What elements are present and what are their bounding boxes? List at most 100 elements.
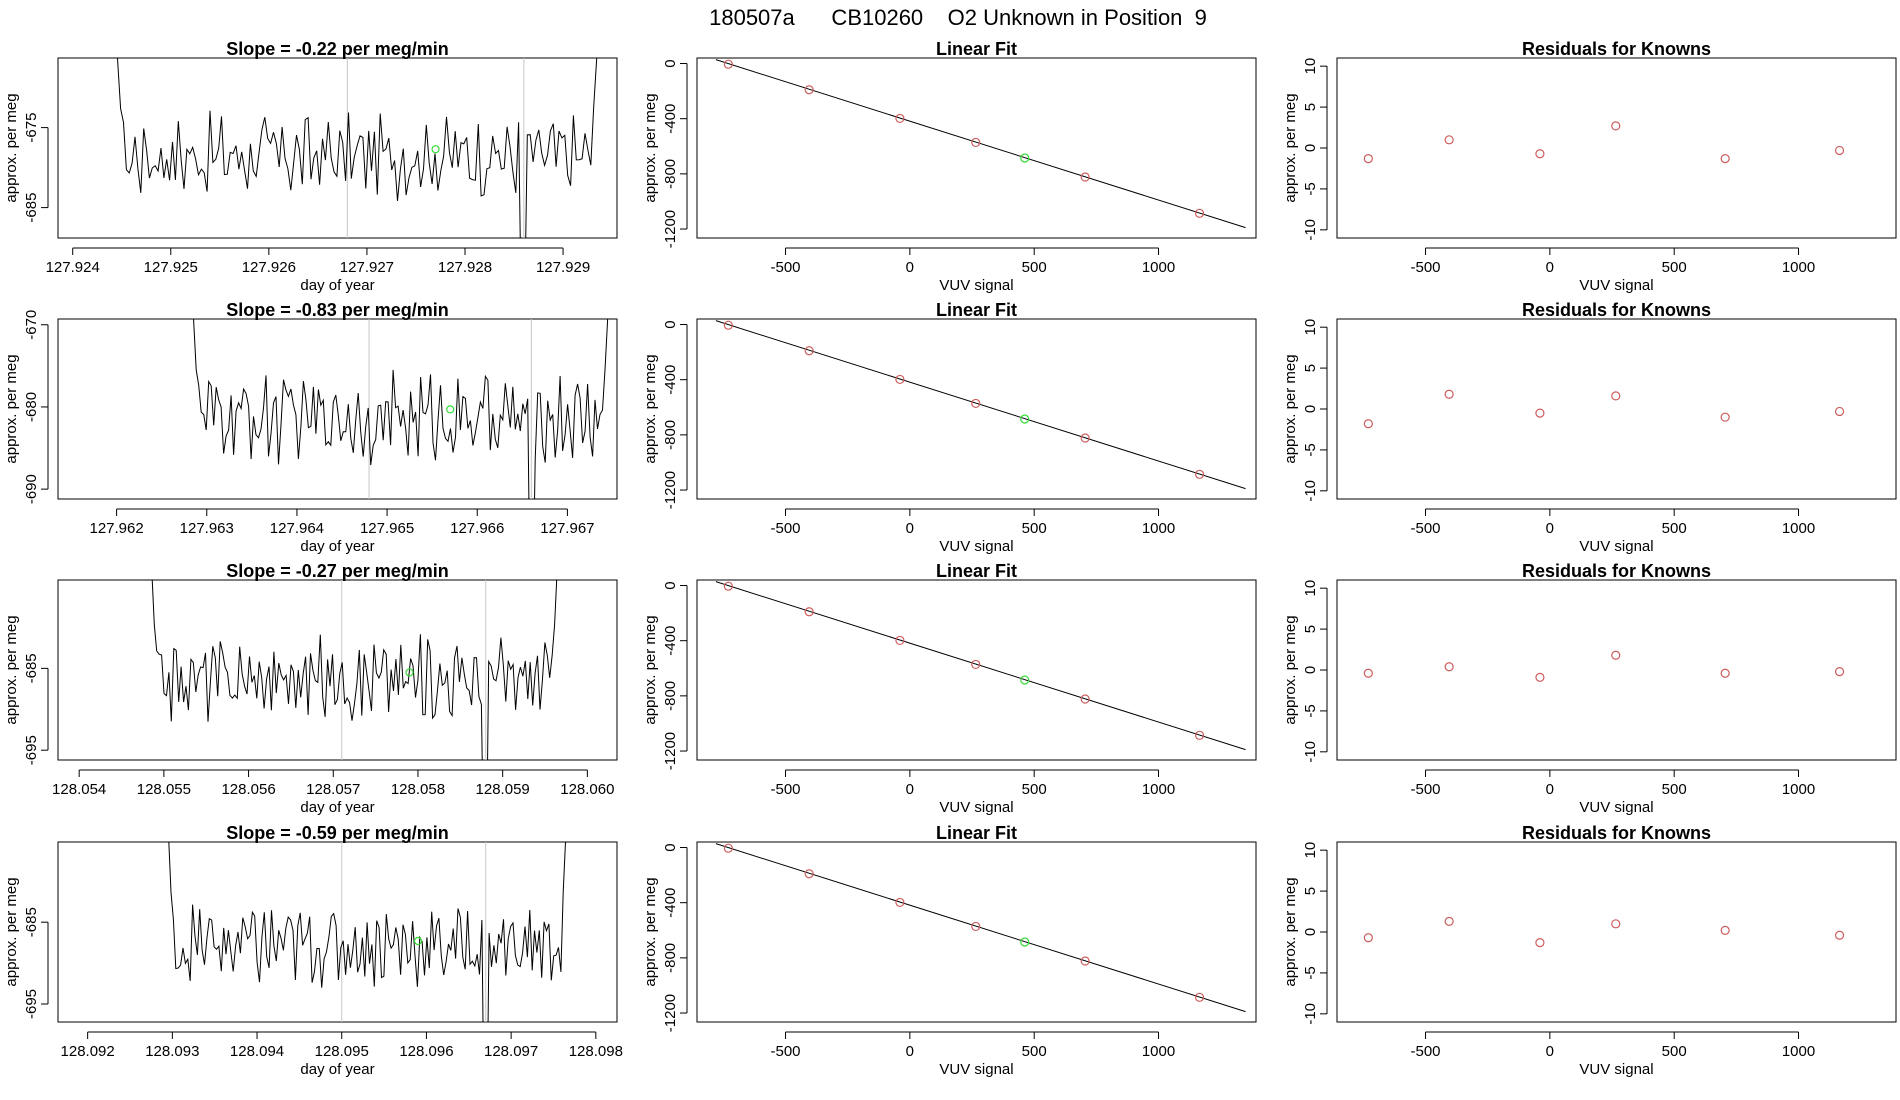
residuals-y-tick-label: 0 xyxy=(1302,405,1319,413)
linear-fit-line xyxy=(715,59,1246,229)
residuals-x-tick-label: 1000 xyxy=(1782,520,1815,537)
linear-fit-known-point xyxy=(804,607,814,617)
time-series-line xyxy=(116,58,598,238)
linear-fit-x-tick-label: 0 xyxy=(906,1043,914,1060)
time-series-y-axis-label: approx. per meg xyxy=(3,877,20,986)
residuals-x-tick-label: 0 xyxy=(1546,1043,1554,1060)
linear-fit-known-point xyxy=(1194,730,1205,740)
linear-fit-x-tick-label: -500 xyxy=(771,781,801,798)
linear-fit-panel: Linear Fit -500 0 500 1000 VUV signal 0 -400 -80… xyxy=(642,823,1257,1078)
linear-fit-y-tick-label: -1200 xyxy=(662,994,679,1032)
time-series-x-tick-label: 128.054 xyxy=(52,781,106,798)
residuals-y-tick-label: 10 xyxy=(1302,319,1319,336)
residual-point xyxy=(1720,925,1730,935)
time-series-y-tick-label: -670 xyxy=(23,310,40,340)
time-series-x-tick-label: 127.924 xyxy=(46,259,100,276)
linear-fit-unknown-point xyxy=(1020,937,1030,947)
linear-fit-y-tick-label: -400 xyxy=(662,365,679,395)
linear-fit-unknown-point xyxy=(1020,414,1030,424)
residuals-x-tick-label: 1000 xyxy=(1782,1043,1815,1060)
linear-fit-plot-frame xyxy=(696,841,1257,1023)
linear-fit-plot-frame xyxy=(696,57,1257,239)
linear-fit-known-point xyxy=(723,59,733,69)
time-series-panel: Slope = -0.83 per meg/min 127.962 127.963 1… xyxy=(3,300,618,555)
time-series-title: Slope = -0.22 per meg/min xyxy=(226,39,449,59)
residuals-y-tick-label: 0 xyxy=(1302,144,1319,152)
linear-fit-plot-frame xyxy=(696,579,1257,761)
residual-point xyxy=(1535,938,1545,948)
linear-fit-x-tick-label: 1000 xyxy=(1142,781,1175,798)
time-series-y-axis-label: approx. per meg xyxy=(3,615,20,724)
residuals-y-axis-label: approx. per meg xyxy=(1282,615,1299,724)
residual-point xyxy=(1363,668,1373,678)
residuals-x-tick-label: -500 xyxy=(1411,259,1441,276)
time-series-x-tick-label: 128.058 xyxy=(391,781,445,798)
linear-fit-x-axis-label: VUV signal xyxy=(939,799,1013,816)
time-series-x-axis-label: day of year xyxy=(300,277,374,294)
time-series-plot-frame xyxy=(57,57,618,239)
linear-fit-known-point xyxy=(971,398,981,409)
residuals-y-tick-label: -10 xyxy=(1302,741,1319,763)
residuals-title: Residuals for Knowns xyxy=(1522,300,1711,320)
time-series-panel: Slope = -0.27 per meg/min 128.054 128.055 1… xyxy=(3,561,618,816)
time-series-x-tick-label: 127.927 xyxy=(340,259,394,276)
linear-fit-y-axis-label: approx. per meg xyxy=(642,93,659,202)
residual-point xyxy=(1834,406,1845,417)
residual-point xyxy=(1720,154,1730,164)
residual-point xyxy=(1611,650,1621,660)
time-series-x-tick-label: 128.055 xyxy=(137,781,191,798)
residuals-plot-frame xyxy=(1336,57,1897,239)
time-series-x-tick-label: 128.059 xyxy=(476,781,530,798)
linear-fit-x-tick-label: 500 xyxy=(1022,781,1047,798)
linear-fit-x-axis-label: VUV signal xyxy=(939,538,1013,555)
residuals-title: Residuals for Knowns xyxy=(1522,561,1711,581)
time-series-y-tick-label: -690 xyxy=(23,474,40,504)
residuals-title: Residuals for Knowns xyxy=(1522,39,1711,59)
linear-fit-x-tick-label: 1000 xyxy=(1142,259,1175,276)
linear-fit-x-tick-label: 0 xyxy=(906,259,914,276)
linear-fit-known-point xyxy=(1080,172,1090,182)
linear-fit-line xyxy=(715,843,1246,1013)
linear-fit-known-point xyxy=(1080,956,1090,966)
time-series-x-tick-label: 128.057 xyxy=(306,781,360,798)
time-series-title: Slope = -0.83 per meg/min xyxy=(226,300,449,320)
linear-fit-x-tick-label: 500 xyxy=(1022,259,1047,276)
time-series-x-tick-label: 127.926 xyxy=(242,259,296,276)
time-series-line xyxy=(168,842,566,1022)
linear-fit-known-point xyxy=(1194,208,1205,218)
time-series-x-tick-label: 127.928 xyxy=(438,259,492,276)
linear-fit-known-point xyxy=(895,897,905,908)
residuals-x-tick-label: 500 xyxy=(1662,520,1687,537)
residuals-panel: Residuals for Knowns -500 0 500 1000 VUV sign… xyxy=(1282,823,1897,1078)
linear-fit-known-point xyxy=(1080,694,1090,704)
time-series-x-tick-label: 128.056 xyxy=(221,781,275,798)
figure-title: 180507a CB10260 O2 Unknown in Position 9 xyxy=(709,5,1207,30)
residuals-y-tick-label: -5 xyxy=(1302,182,1319,195)
residual-point xyxy=(1363,933,1373,943)
linear-fit-y-axis-label: approx. per meg xyxy=(642,877,659,986)
linear-fit-y-tick-label: -800 xyxy=(662,159,679,189)
residuals-x-tick-label: -500 xyxy=(1411,1043,1441,1060)
time-series-line xyxy=(193,319,609,499)
panel-grid: Slope = -0.22 per meg/min 127.924 127.925 1… xyxy=(3,39,1897,1078)
time-series-x-tick-label: 128.092 xyxy=(61,1043,115,1060)
residuals-x-tick-label: 500 xyxy=(1662,781,1687,798)
residuals-x-tick-label: 0 xyxy=(1546,520,1554,537)
residuals-y-axis-label: approx. per meg xyxy=(1282,877,1299,986)
linear-fit-x-tick-label: 0 xyxy=(906,781,914,798)
residuals-panel: Residuals for Knowns -500 0 500 1000 VUV sign… xyxy=(1282,39,1897,294)
time-series-y-tick-label: -685 xyxy=(23,653,40,683)
residuals-x-tick-label: 1000 xyxy=(1782,781,1815,798)
linear-fit-unknown-point xyxy=(1020,153,1030,163)
time-series-x-tick-label: 127.925 xyxy=(144,259,198,276)
residuals-x-tick-label: 1000 xyxy=(1782,259,1815,276)
time-series-x-tick-label: 127.967 xyxy=(540,520,594,537)
time-series-line xyxy=(151,580,558,760)
linear-fit-x-axis-label: VUV signal xyxy=(939,1061,1013,1078)
residuals-x-axis-label: VUV signal xyxy=(1579,277,1653,294)
time-series-x-tick-label: 128.060 xyxy=(560,781,614,798)
residual-point xyxy=(1444,389,1454,399)
residual-point xyxy=(1834,145,1845,156)
time-series-title: Slope = -0.27 per meg/min xyxy=(226,561,449,581)
linear-fit-y-tick-label: -400 xyxy=(662,626,679,656)
